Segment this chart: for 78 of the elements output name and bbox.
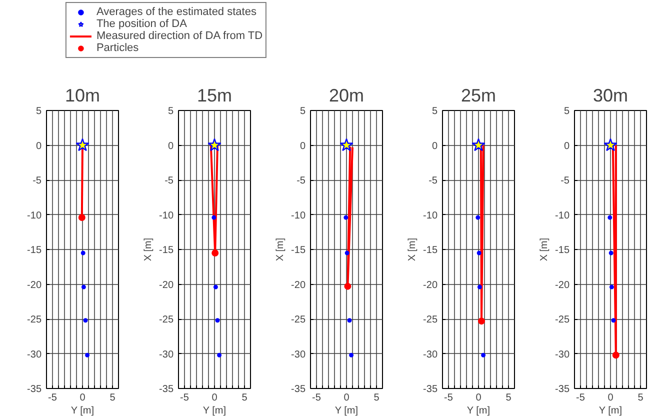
x-tick-label: -5 [48, 392, 58, 404]
y-tick-label: -10 [423, 210, 438, 222]
x-tick-label: 5 [242, 392, 248, 404]
y-tick-label: -15 [27, 245, 42, 256]
x-tick-label: 5 [506, 392, 512, 404]
x-tick-label: -5 [576, 392, 586, 404]
y-tick-label: -20 [423, 280, 438, 291]
y-tick-label: 0 [432, 140, 438, 152]
y-tick-label: -30 [555, 349, 570, 360]
y-tick-label: 5 [36, 106, 42, 117]
y-axis-title: X [m] [275, 238, 286, 262]
chart-title: 20m [328, 86, 364, 106]
y-tick-label: -20 [159, 280, 174, 291]
y-tick-label: 5 [168, 106, 174, 117]
chart-title: 10m [64, 86, 100, 106]
y-tick-label: 5 [300, 106, 306, 117]
y-tick-label: -5 [560, 176, 570, 186]
x-axis-title: Y [m] [202, 406, 226, 416]
y-axis-title: X [m] [143, 238, 154, 262]
y-tick-label: -25 [291, 314, 306, 326]
y-tick-label: -35 [291, 384, 306, 395]
y-tick-label: -5 [164, 176, 174, 186]
legend-label: Particles [96, 42, 139, 54]
x-tick-label: 0 [476, 392, 482, 404]
y-tick-label: -25 [423, 314, 438, 326]
x-tick-label: -5 [444, 392, 454, 404]
x-axis-title: Y [m] [334, 406, 358, 416]
y-tick-label: -30 [27, 349, 42, 360]
y-tick-label: -35 [555, 384, 570, 395]
y-axis-title: X [m] [539, 238, 550, 262]
y-tick-label: 0 [564, 140, 570, 152]
legend-label: Measured direction of DA from TD [96, 30, 263, 42]
y-tick-label: -5 [32, 176, 42, 186]
y-tick-label: -30 [159, 349, 174, 360]
x-tick-label: -5 [180, 392, 190, 404]
y-tick-label: 5 [432, 106, 438, 117]
y-tick-label: 0 [168, 140, 174, 152]
y-tick-label: -5 [296, 176, 306, 186]
y-tick-label: -20 [291, 280, 306, 291]
y-tick-label: -10 [555, 210, 570, 222]
y-tick-label: -25 [555, 314, 570, 326]
y-tick-label: -10 [291, 210, 306, 222]
y-tick-label: -15 [555, 245, 570, 256]
legend-label: The position of DA [96, 18, 187, 30]
y-tick-label: 0 [300, 140, 306, 152]
chart-title: 30m [592, 86, 628, 106]
x-tick-label: 5 [110, 392, 116, 404]
y-tick-label: -10 [159, 210, 174, 222]
y-tick-label: 0 [36, 140, 42, 152]
x-tick-label: 5 [638, 392, 644, 404]
x-tick-label: 0 [80, 392, 86, 404]
y-tick-label: -10 [27, 210, 42, 222]
y-tick-label: -35 [27, 384, 42, 395]
x-tick-label: 0 [608, 392, 614, 404]
y-tick-label: -30 [423, 349, 438, 360]
chart-title: 15m [196, 86, 232, 106]
y-tick-label: -30 [291, 349, 306, 360]
y-tick-label: -20 [555, 280, 570, 291]
y-tick-label: -15 [423, 245, 438, 256]
y-tick-label: -25 [27, 314, 42, 326]
y-tick-label: -25 [159, 314, 174, 326]
y-tick-label: -15 [159, 245, 174, 256]
x-tick-label: 5 [374, 392, 380, 404]
x-tick-label: -5 [312, 392, 322, 404]
y-tick-label: 5 [564, 106, 570, 117]
y-tick-label: -20 [27, 280, 42, 291]
y-tick-label: -5 [428, 176, 438, 186]
x-axis-title: Y [m] [466, 406, 490, 416]
y-tick-label: -35 [159, 384, 174, 395]
x-tick-label: 0 [344, 392, 350, 404]
x-axis-title: Y [m] [598, 406, 622, 416]
legend-label: Averages of the estimated states [96, 6, 256, 18]
chart-title: 25m [460, 86, 496, 106]
x-tick-label: 0 [212, 392, 218, 404]
y-tick-label: -35 [423, 384, 438, 395]
y-tick-label: -15 [291, 245, 306, 256]
x-axis-title: Y [m] [70, 406, 94, 416]
y-axis-title: X [m] [407, 238, 418, 262]
